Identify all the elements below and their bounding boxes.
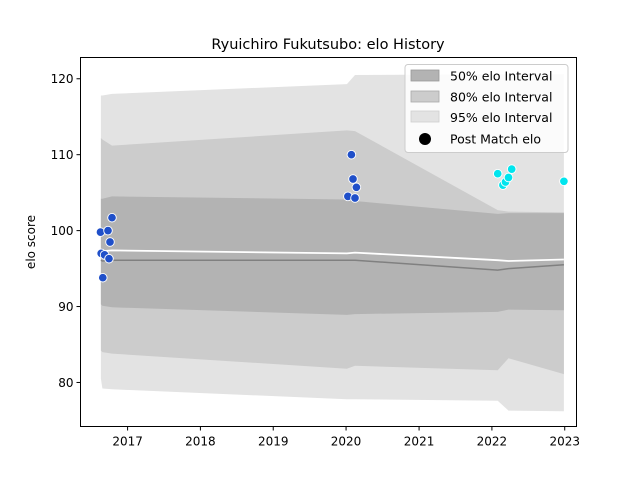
y-tick-label: 80 xyxy=(58,376,73,390)
data-point xyxy=(104,253,114,264)
data-point xyxy=(506,164,517,174)
legend-label-80: 80% elo Interval xyxy=(450,90,552,105)
median-line xyxy=(100,259,564,271)
y-tick-label: 120 xyxy=(51,72,74,86)
legend-label-points: Post Match elo xyxy=(450,132,541,147)
legend-label-50: 50% elo Interval xyxy=(450,69,552,84)
x-tick-label: 2020 xyxy=(331,435,362,449)
post-match-points xyxy=(95,149,569,283)
legend-marker-point xyxy=(419,133,431,145)
legend-swatch-50 xyxy=(410,69,440,82)
data-point xyxy=(348,174,358,184)
chart-title: Ryuichiro Fukutsubo: elo History xyxy=(211,37,445,53)
legend-label-95: 95% elo Interval xyxy=(450,110,552,125)
x-tick-label: 2022 xyxy=(477,435,508,449)
x-tick-label: 2023 xyxy=(549,435,580,449)
legend: 50% elo Interval 80% elo Interval 95% el… xyxy=(404,64,569,153)
y-axis-ticks: 80 90 100 110 120 xyxy=(51,72,81,390)
y-tick-label: 90 xyxy=(58,300,73,314)
data-point xyxy=(559,176,569,187)
data-point xyxy=(98,272,108,283)
data-point xyxy=(492,168,503,179)
y-tick-label: 100 xyxy=(51,224,74,238)
data-point xyxy=(103,225,113,236)
data-point xyxy=(351,182,362,193)
y-tick-label: 110 xyxy=(51,148,74,162)
interval-bands xyxy=(100,74,564,412)
y-axis-label: elo score xyxy=(24,215,38,269)
x-tick-label: 2019 xyxy=(258,435,289,449)
plot-area xyxy=(95,74,569,412)
data-point xyxy=(107,212,117,223)
legend-box xyxy=(404,64,569,153)
band-p50 xyxy=(100,196,564,315)
x-tick-label: 2021 xyxy=(404,435,435,449)
x-axis-ticks: 2017 2018 2019 2020 2021 2022 2023 xyxy=(112,426,580,449)
legend-swatch-80 xyxy=(410,90,440,103)
data-point xyxy=(350,193,360,203)
data-point xyxy=(105,237,115,247)
axes-frame xyxy=(80,57,577,427)
data-point xyxy=(346,149,357,160)
x-tick-label: 2017 xyxy=(112,435,143,449)
legend-swatch-95 xyxy=(410,110,440,123)
x-tick-label: 2018 xyxy=(185,435,216,449)
data-point xyxy=(503,172,514,183)
